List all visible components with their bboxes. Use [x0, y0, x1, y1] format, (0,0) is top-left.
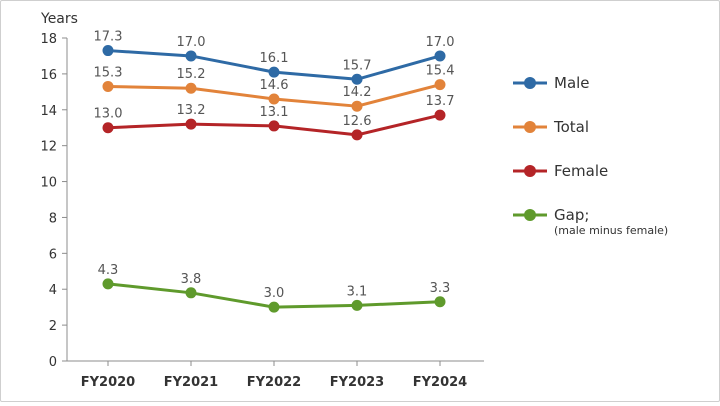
legend-marker-male: [524, 77, 536, 89]
data-point-gap: [434, 296, 446, 308]
data-point-female: [102, 122, 114, 134]
data-point-total: [351, 100, 363, 112]
y-tick-label: 12: [40, 140, 57, 155]
data-label-total: 15.3: [94, 65, 123, 80]
data-point-male: [351, 73, 363, 85]
data-label-gap: 3.8: [181, 272, 202, 287]
data-point-male: [185, 50, 197, 62]
legend-label-total: Total: [553, 118, 589, 136]
data-label-male: 17.3: [94, 30, 123, 45]
legend-label-male: Male: [554, 74, 590, 92]
data-point-total: [434, 79, 446, 91]
data-point-gap: [185, 287, 197, 299]
y-tick-label: 6: [49, 247, 57, 262]
legend-marker-total: [524, 121, 536, 133]
data-point-female: [185, 118, 197, 130]
data-point-male: [434, 50, 446, 62]
y-axis-label: Years: [40, 11, 78, 27]
y-tick-label: 16: [40, 68, 57, 83]
y-tick-label: 0: [49, 355, 57, 370]
legend-marker-female: [524, 165, 536, 177]
data-label-gap: 4.3: [98, 263, 119, 278]
series-layer: 17.3 17.0 16.1 15.7 17.0 15.3 15.2 14.6 14.2 15.4…: [94, 30, 455, 313]
y-tick-label: 2: [49, 319, 57, 334]
data-point-gap: [351, 299, 363, 311]
y-tick-label: 18: [40, 32, 57, 47]
data-label-female: 13.7: [426, 94, 455, 109]
x-tick-label: FY2024: [413, 375, 467, 390]
data-point-female: [434, 109, 446, 121]
data-label-male: 17.0: [177, 35, 206, 50]
data-label-total: 14.6: [260, 78, 289, 93]
data-point-female: [268, 120, 280, 132]
data-point-female: [351, 129, 363, 141]
data-label-total: 14.2: [343, 85, 372, 100]
data-label-male: 17.0: [426, 35, 455, 50]
data-point-total: [268, 93, 280, 105]
legend: Male Total Female Gap;(male minus female): [513, 74, 668, 237]
x-tick-label: FY2021: [164, 375, 218, 390]
legend-label-female: Female: [554, 162, 608, 180]
data-point-male: [102, 45, 114, 57]
x-tick-label: FY2023: [330, 375, 384, 390]
data-point-total: [102, 80, 114, 92]
data-label-total: 15.4: [426, 64, 455, 79]
data-label-gap: 3.3: [430, 281, 451, 296]
data-point-gap: [268, 301, 280, 313]
data-label-female: 13.1: [260, 105, 289, 120]
data-label-male: 16.1: [260, 51, 289, 66]
data-label-gap: 3.1: [347, 284, 368, 299]
data-label-male: 15.7: [343, 58, 372, 73]
data-point-gap: [102, 278, 114, 290]
data-label-female: 13.0: [94, 107, 123, 122]
y-tick-label: 10: [40, 176, 57, 191]
data-label-female: 13.2: [177, 103, 206, 118]
axes: 0 2 4 6 8 10 12 14 16 18 Years FY2020 FY2021 FY2022 FY…: [40, 11, 484, 390]
data-label-total: 15.2: [177, 67, 206, 82]
data-label-female: 12.6: [343, 114, 372, 129]
legend-marker-gap: [524, 209, 536, 221]
x-tick-label: FY2022: [247, 375, 301, 390]
legend-sublabel-gap: (male minus female): [554, 224, 668, 237]
data-point-total: [185, 82, 197, 94]
y-tick-label: 8: [49, 211, 57, 226]
x-tick-label: FY2020: [81, 375, 135, 390]
y-tick-label: 4: [49, 283, 57, 298]
y-tick-label: 14: [40, 104, 57, 119]
data-label-gap: 3.0: [264, 286, 285, 301]
legend-label-gap: Gap;: [554, 206, 589, 224]
data-point-male: [268, 66, 280, 78]
